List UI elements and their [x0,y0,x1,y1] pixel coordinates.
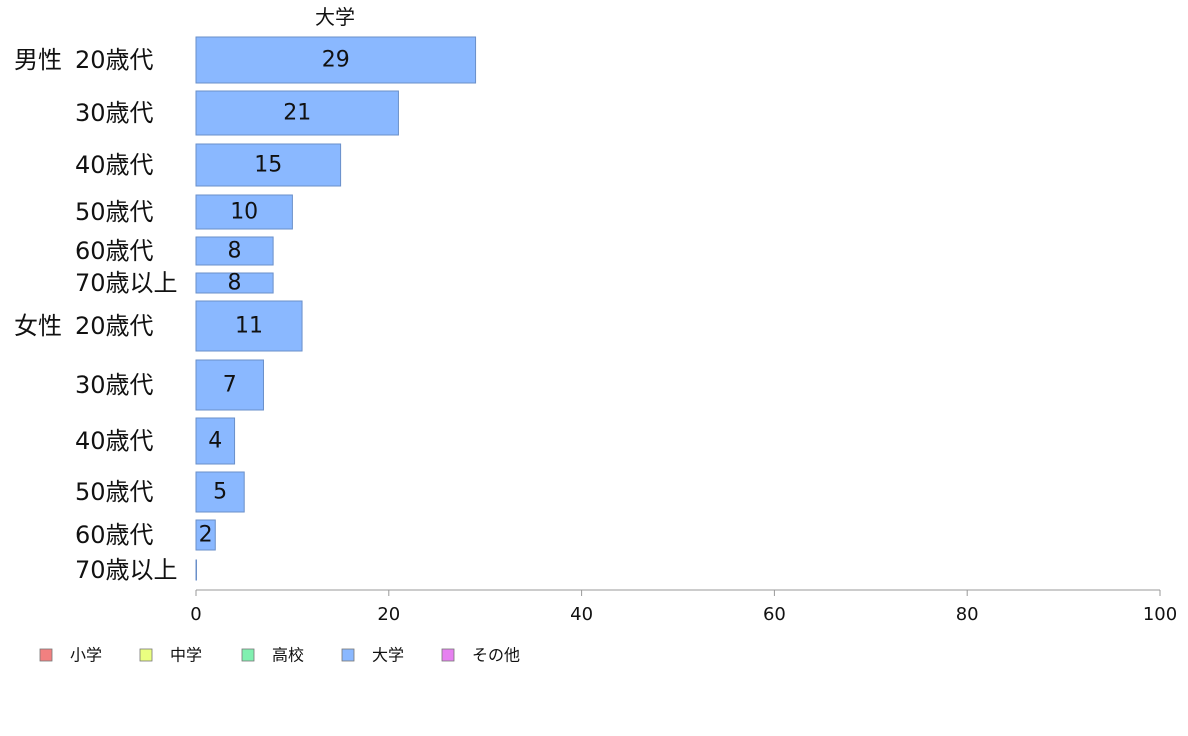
legend-label: 小学 [70,646,102,665]
bar-male-2 [195,143,342,187]
category-label: 70歳以上 [75,556,178,584]
legend-label: 高校 [272,646,304,665]
x-tick-label: 100 [1143,604,1177,625]
legend-swatch [39,648,53,662]
x-tick-label: 0 [190,604,201,625]
bar-female-1 [195,359,264,411]
bar-value-label: 21 [283,101,311,126]
x-tick-label: 40 [570,604,593,625]
category-label: 30歳代 [75,99,154,127]
bar-value-label: 2 [199,523,213,548]
legend-label: 中学 [170,646,202,665]
bar-male-1 [195,90,399,136]
bar-male-5 [195,272,274,294]
category-label: 30歳代 [75,371,154,399]
bar-value-label: 4 [208,429,222,454]
category-label: 20歳代 [75,46,154,74]
legend-label: その他 [472,646,520,665]
x-tick-label: 60 [763,604,786,625]
category-label: 40歳代 [75,427,154,455]
x-tick-label: 80 [956,604,979,625]
legend-swatch [241,648,255,662]
bar-value-label: 10 [230,200,258,225]
bar-value-label: 8 [228,271,242,296]
bars-group: 29 21 15 10 8 8 11 7 4 52 [195,36,477,581]
category-label: 50歳代 [75,478,154,506]
bar-value-label: 15 [254,153,282,178]
group-label: 男性 [14,46,62,74]
category-label: 20歳代 [75,312,154,340]
bar-value-label: 11 [235,314,263,339]
bar-value-label: 29 [322,48,350,73]
bar-female-2 [195,417,236,465]
bar-female-5 [195,559,197,581]
legend-swatch [441,648,455,662]
bar-value-label: 8 [228,239,242,264]
bar-male-3 [195,194,293,230]
bar-value-label: 7 [223,373,237,398]
category-label: 60歳代 [75,237,154,265]
legend-swatch [341,648,355,662]
category-label: 40歳代 [75,151,154,179]
category-label: 70歳以上 [75,269,178,297]
legend-swatch [139,648,153,662]
bar-male-4 [195,236,274,266]
bar-female-4 [195,519,216,551]
group-label: 女性 [14,312,62,340]
x-axis: 0 20 40 60 80 100 [190,589,1177,625]
chart-title: 大学 [315,5,355,29]
bar-female-3 [195,471,245,513]
bar-male-0 [195,36,477,84]
category-label: 50歳代 [75,198,154,226]
category-label: 60歳代 [75,521,154,549]
bar-female-0 [195,300,303,352]
bar-value-label: 5 [213,480,227,505]
legend: 小学 中学 高校 大学 その他 [39,646,520,665]
x-tick-label: 20 [377,604,400,625]
legend-label: 大学 [372,646,404,665]
